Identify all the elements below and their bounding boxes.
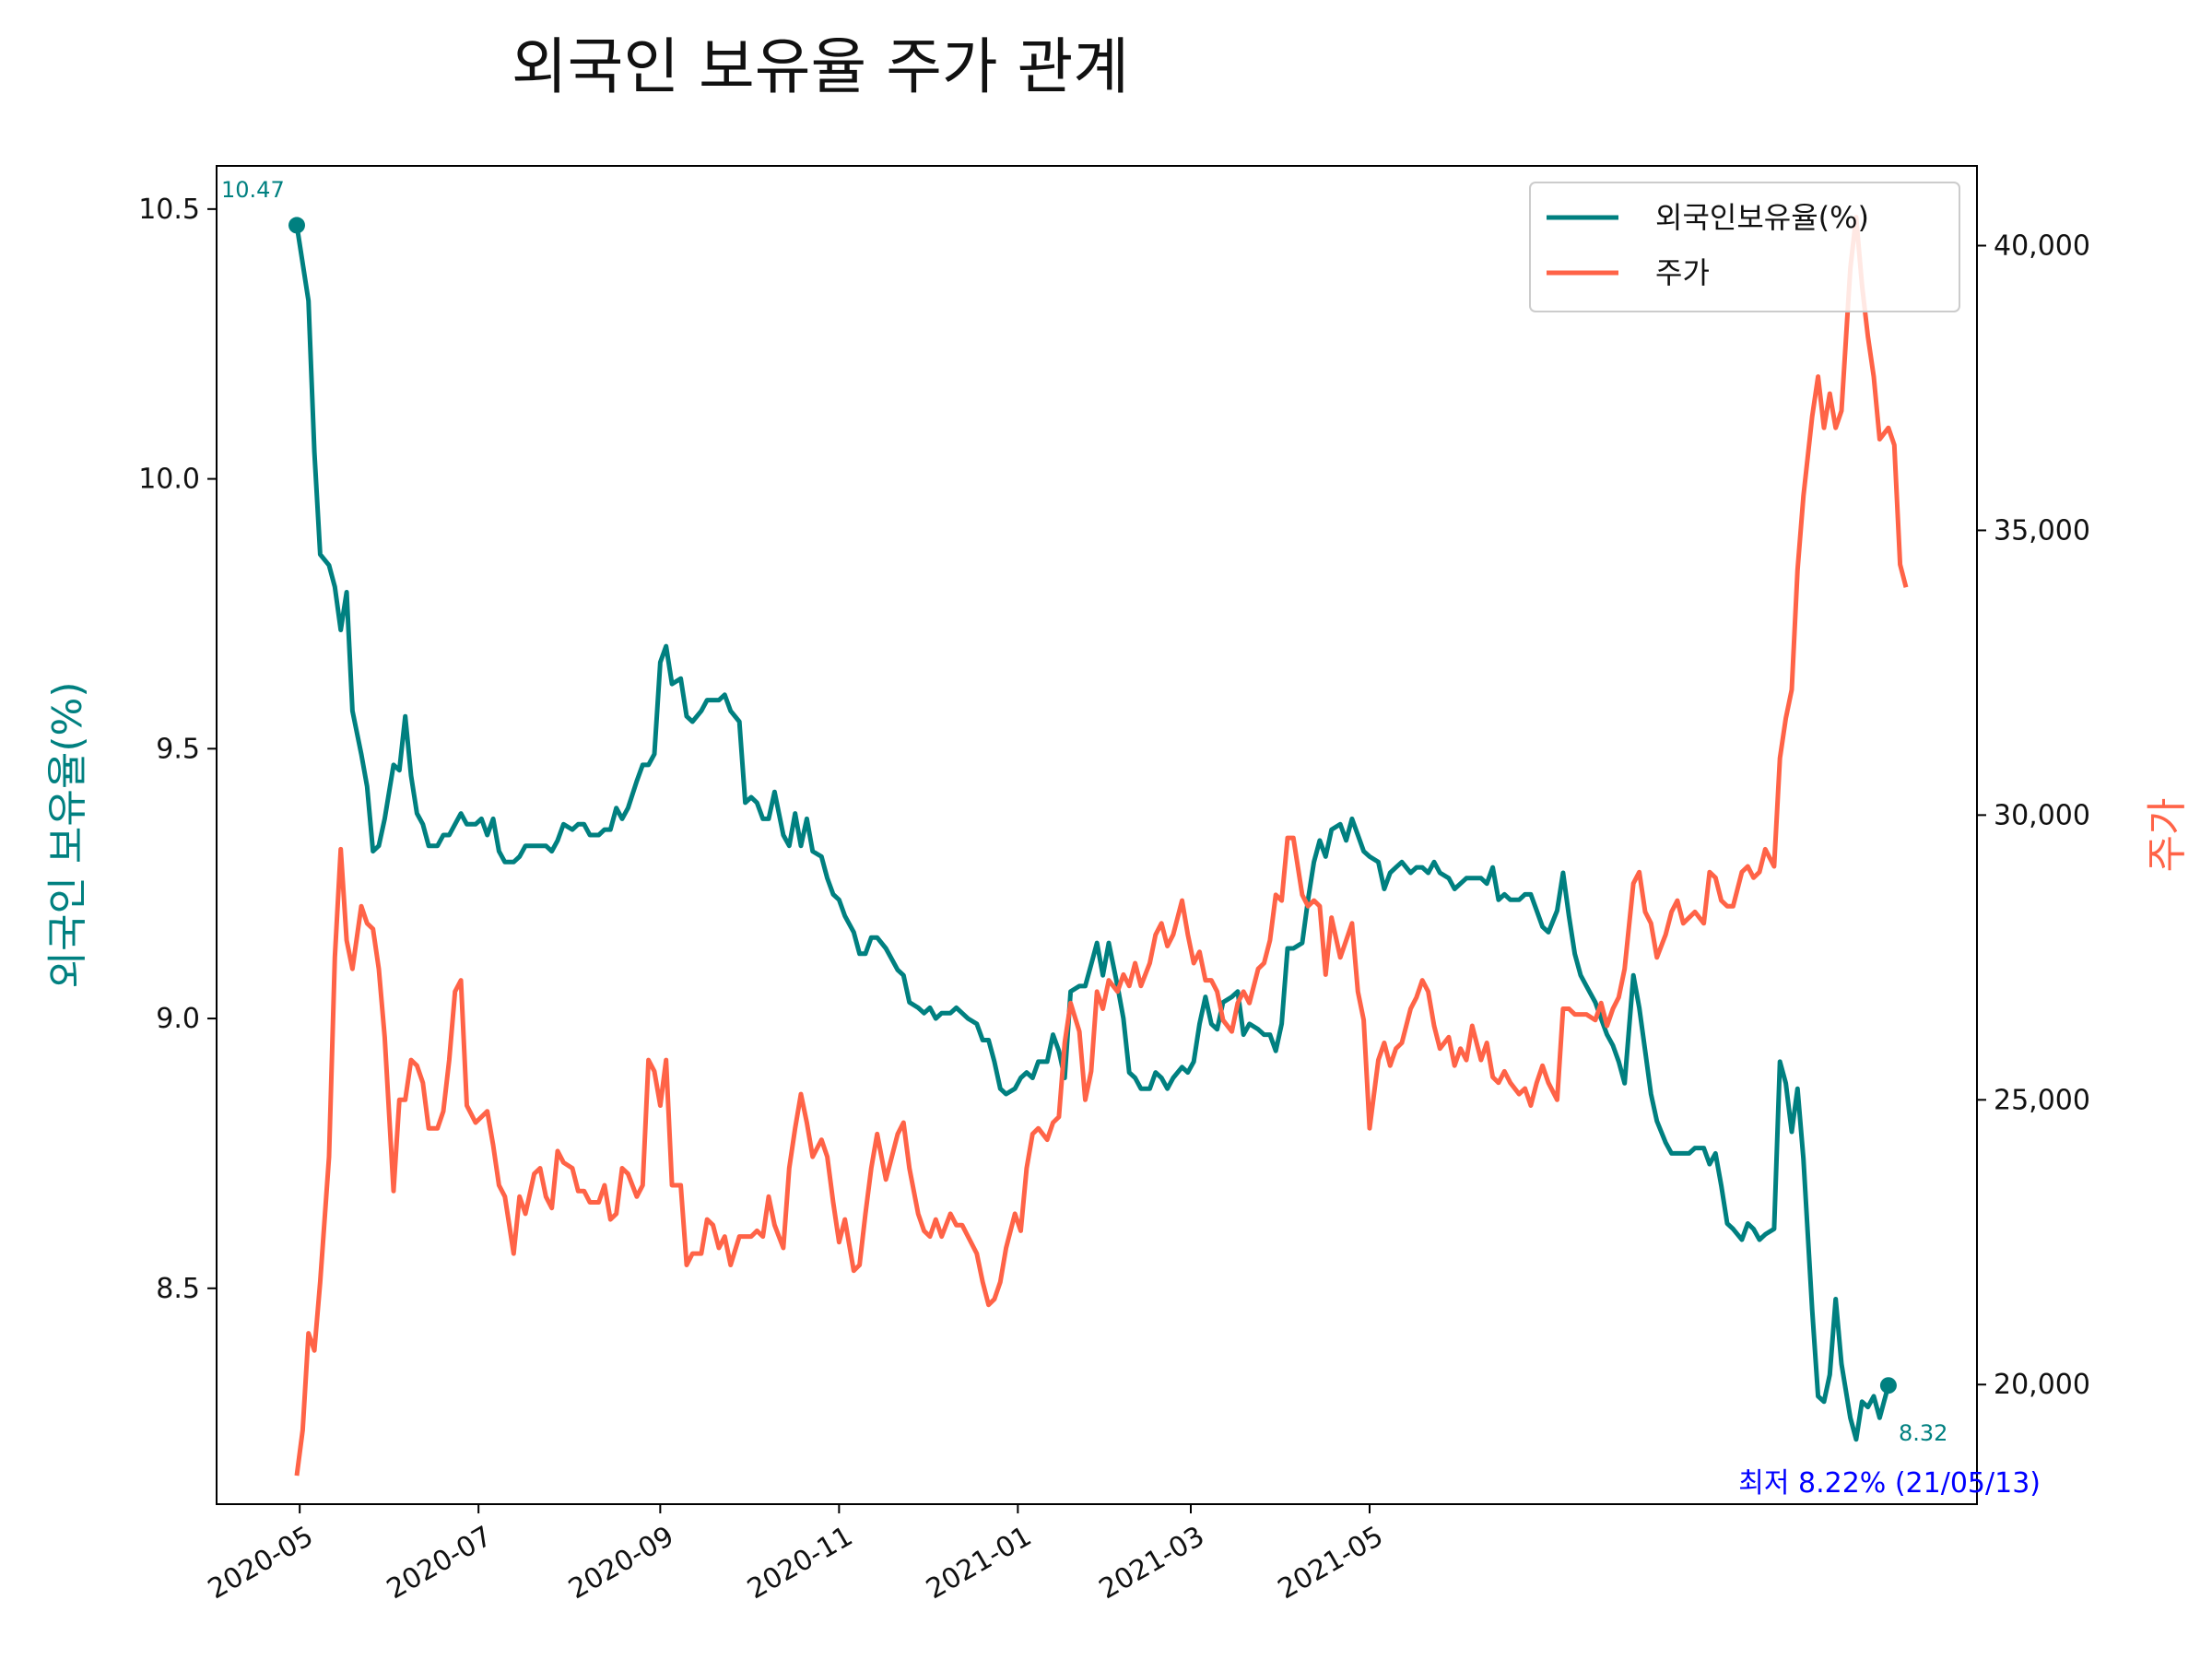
x-tick-label: 2021-03 [1094, 1520, 1210, 1606]
x-axis: 2020-05 2020-07 2020-09 2020-11 2021-01 2021-… [203, 1504, 1389, 1606]
series-line-price [294, 215, 1909, 1477]
chart-title: 외국인 보유율 주가 관계 [512, 31, 1129, 102]
y-axis-right-label: 주가 [2144, 798, 2191, 873]
y-left-tick-label: 10.5 [138, 194, 200, 226]
x-tick-label: 2020-09 [563, 1520, 679, 1606]
x-tick-label: 2020-05 [203, 1520, 319, 1606]
start-value-annotation: 10.47 [221, 177, 285, 203]
end-value-annotation: 8.32 [1899, 1420, 1947, 1446]
start-point-marker [288, 217, 305, 234]
legend-label-foreign-ratio: 외국인보유율(%) [1655, 200, 1869, 235]
legend-box [1529, 182, 1960, 312]
x-tick-label: 2021-05 [1273, 1520, 1389, 1606]
y-axis-right: 40,000 35,000 30,000 25,000 20,000 [1977, 230, 2090, 1401]
x-tick-label: 2020-07 [382, 1520, 498, 1606]
series-line-foreign-ratio [294, 225, 1891, 1442]
end-point-marker [1879, 1377, 1897, 1394]
plot-frame [216, 165, 1978, 1505]
y-right-tick-label: 35,000 [1994, 514, 2090, 547]
y-left-tick-label: 8.5 [156, 1273, 200, 1305]
x-tick-label: 2021-01 [921, 1520, 1037, 1606]
y-left-tick-label: 9.5 [156, 733, 200, 765]
y-right-tick-label: 20,000 [1994, 1369, 2090, 1401]
y-right-tick-label: 25,000 [1994, 1084, 2090, 1116]
legend-label-price: 주가 [1655, 255, 1710, 290]
y-right-tick-label: 40,000 [1994, 230, 2090, 263]
y-right-tick-label: 30,000 [1994, 799, 2090, 831]
y-left-tick-label: 10.0 [138, 464, 200, 496]
y-left-tick-label: 9.0 [156, 1003, 200, 1035]
y-axis-left-label: 외국인 보유율(%) [44, 681, 91, 988]
series-layer [288, 215, 1909, 1477]
y-axis-left: 10.5 10.0 9.5 9.0 8.5 [138, 194, 217, 1305]
x-tick-label: 2020-11 [742, 1520, 858, 1606]
legend: 외국인보유율(%) 주가 [1529, 182, 1960, 312]
minimum-annotation: 최저 8.22% (21/05/13) [1738, 1467, 2041, 1500]
annotation-layer: 10.47 8.32 최저 8.22% (21/05/13) [221, 177, 2041, 1500]
